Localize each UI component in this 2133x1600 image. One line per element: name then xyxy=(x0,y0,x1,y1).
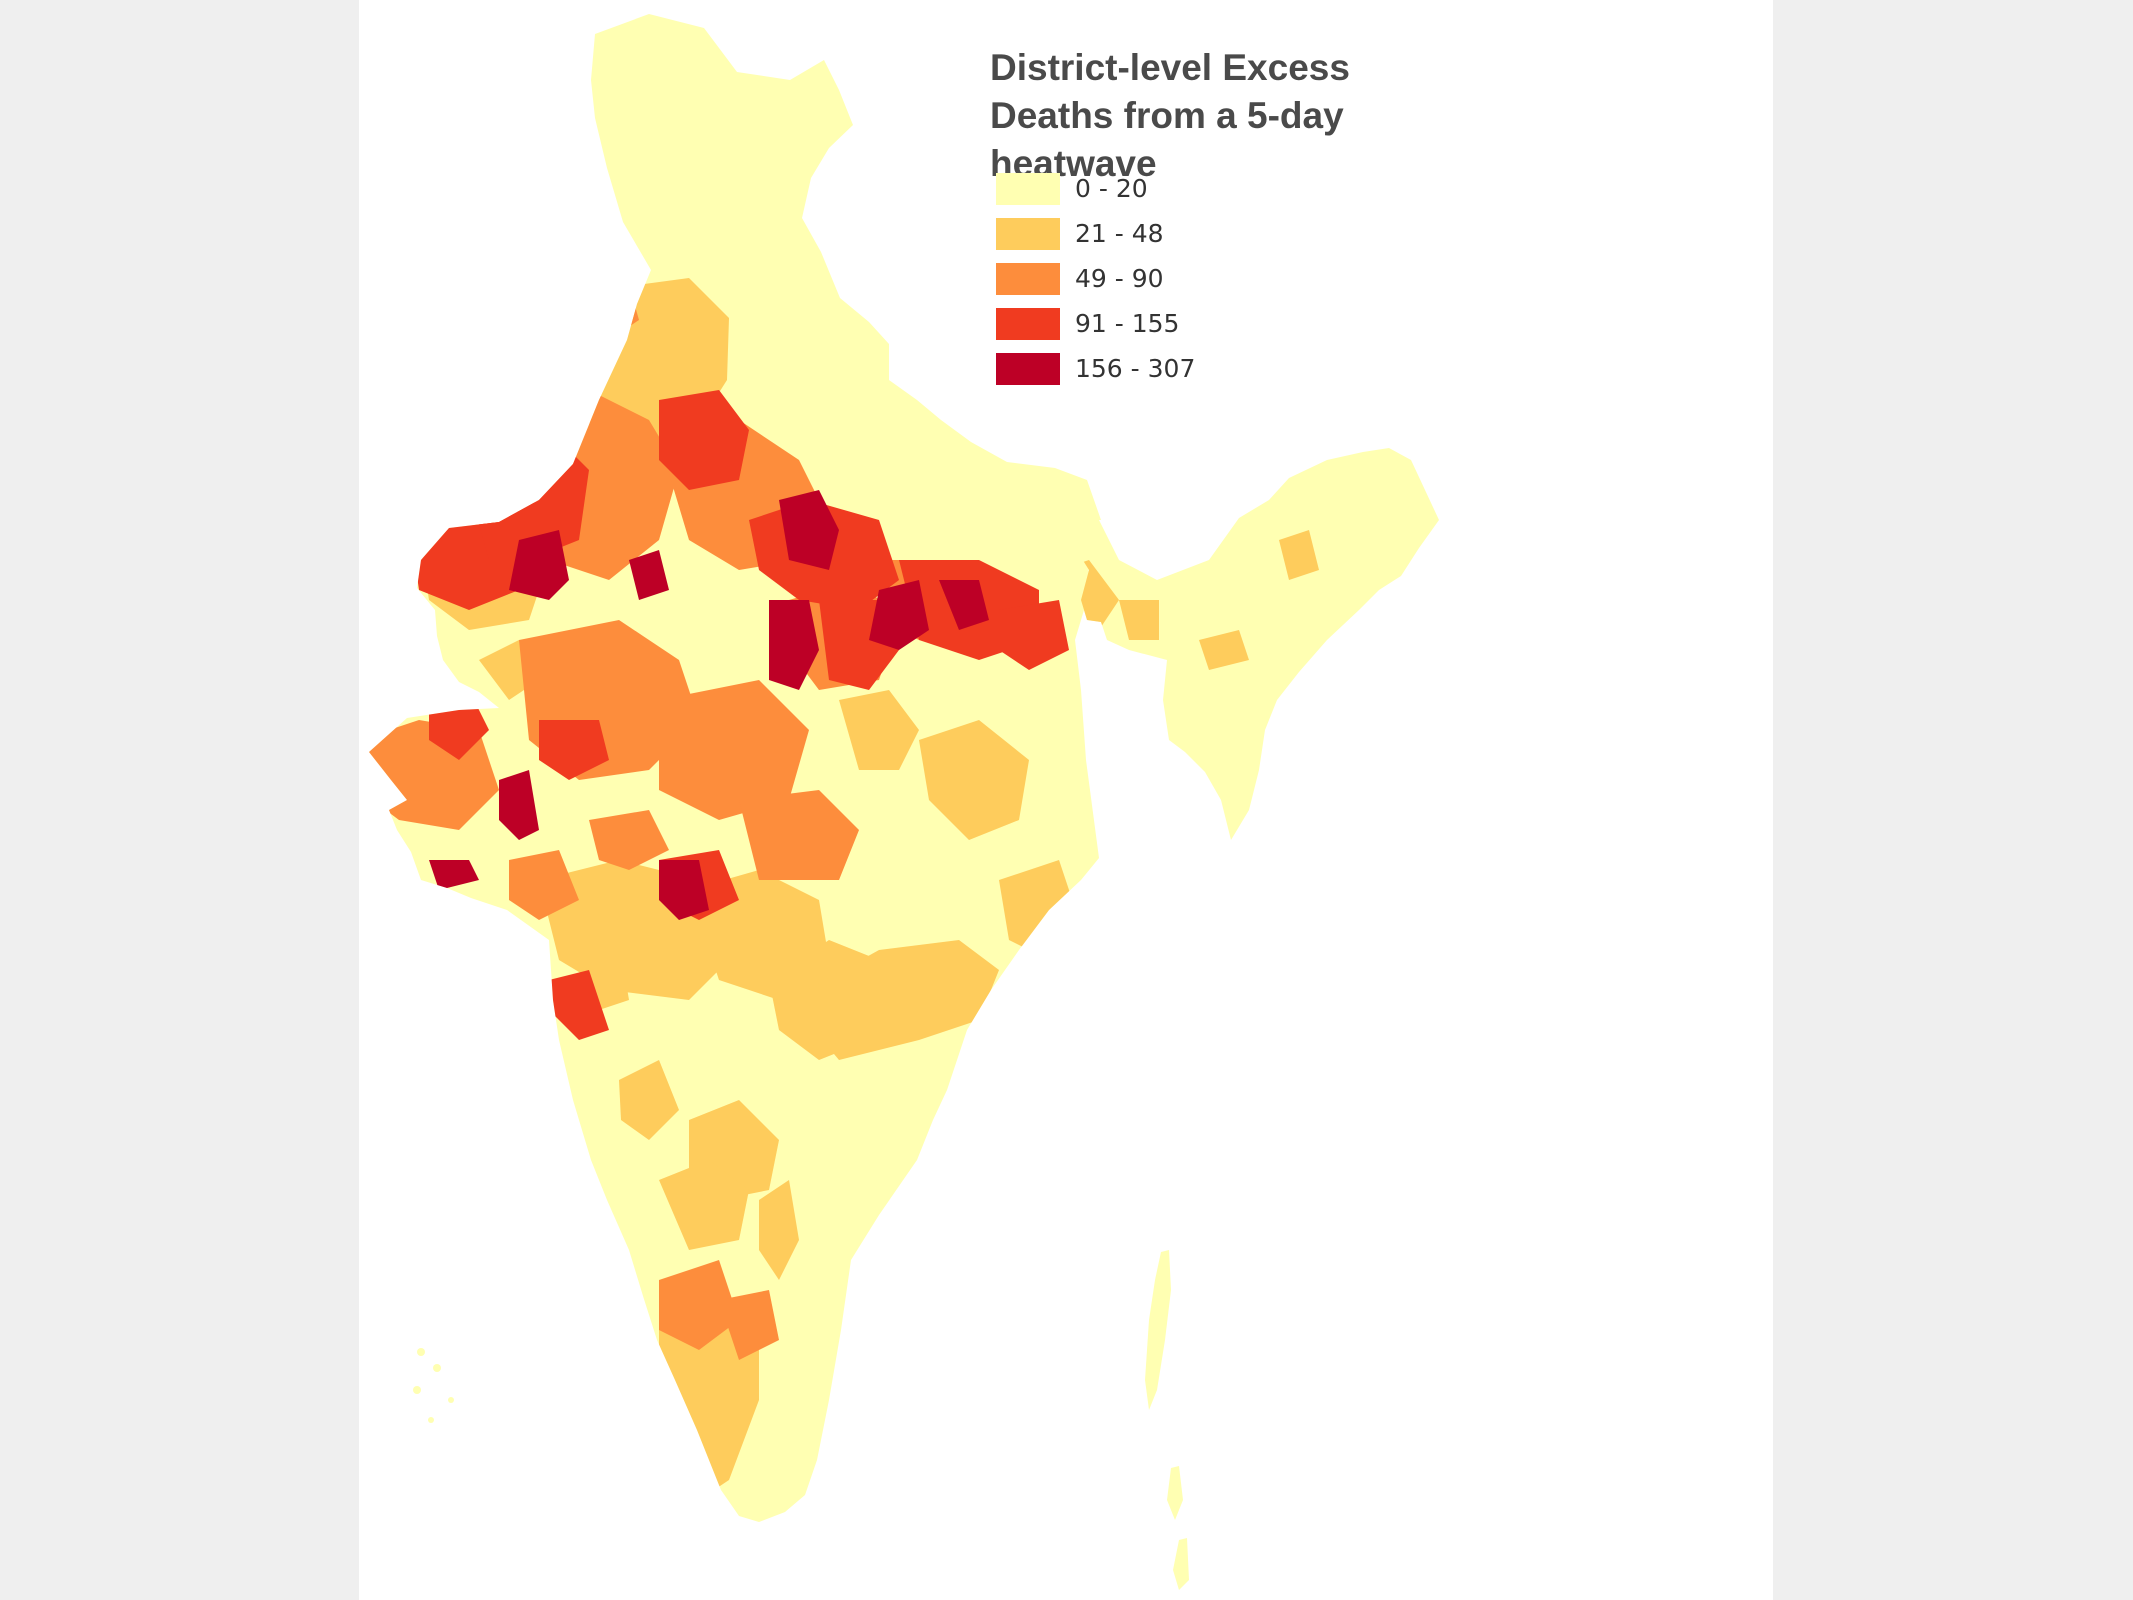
legend-item: 49 - 90 xyxy=(996,256,1195,301)
legend-item: 21 - 48 xyxy=(996,211,1195,256)
legend-swatch-91-155 xyxy=(996,307,1060,340)
legend-item: 156 - 307 xyxy=(996,346,1195,391)
legend-item: 0 - 20 xyxy=(996,166,1195,211)
legend-swatch-156-307 xyxy=(996,352,1060,385)
map-legend: 0 - 20 21 - 48 49 - 90 91 - 155 156 - 30… xyxy=(996,166,1195,391)
legend-label: 156 - 307 xyxy=(1075,354,1196,383)
map-title: District-level Excess Deaths from a 5-da… xyxy=(990,47,1350,184)
legend-swatch-0-20 xyxy=(996,172,1060,205)
legend-label: 0 - 20 xyxy=(1075,174,1148,203)
legend-swatch-49-90 xyxy=(996,262,1060,295)
legend-label: 49 - 90 xyxy=(1075,264,1164,293)
india-district-map xyxy=(369,14,1439,1590)
legend-label: 91 - 155 xyxy=(1075,309,1180,338)
legend-swatch-21-48 xyxy=(996,217,1060,250)
legend-item: 91 - 155 xyxy=(996,301,1195,346)
legend-label: 21 - 48 xyxy=(1075,219,1164,248)
map-panel: District-level Excess Deaths from a 5-da… xyxy=(359,0,1773,1600)
